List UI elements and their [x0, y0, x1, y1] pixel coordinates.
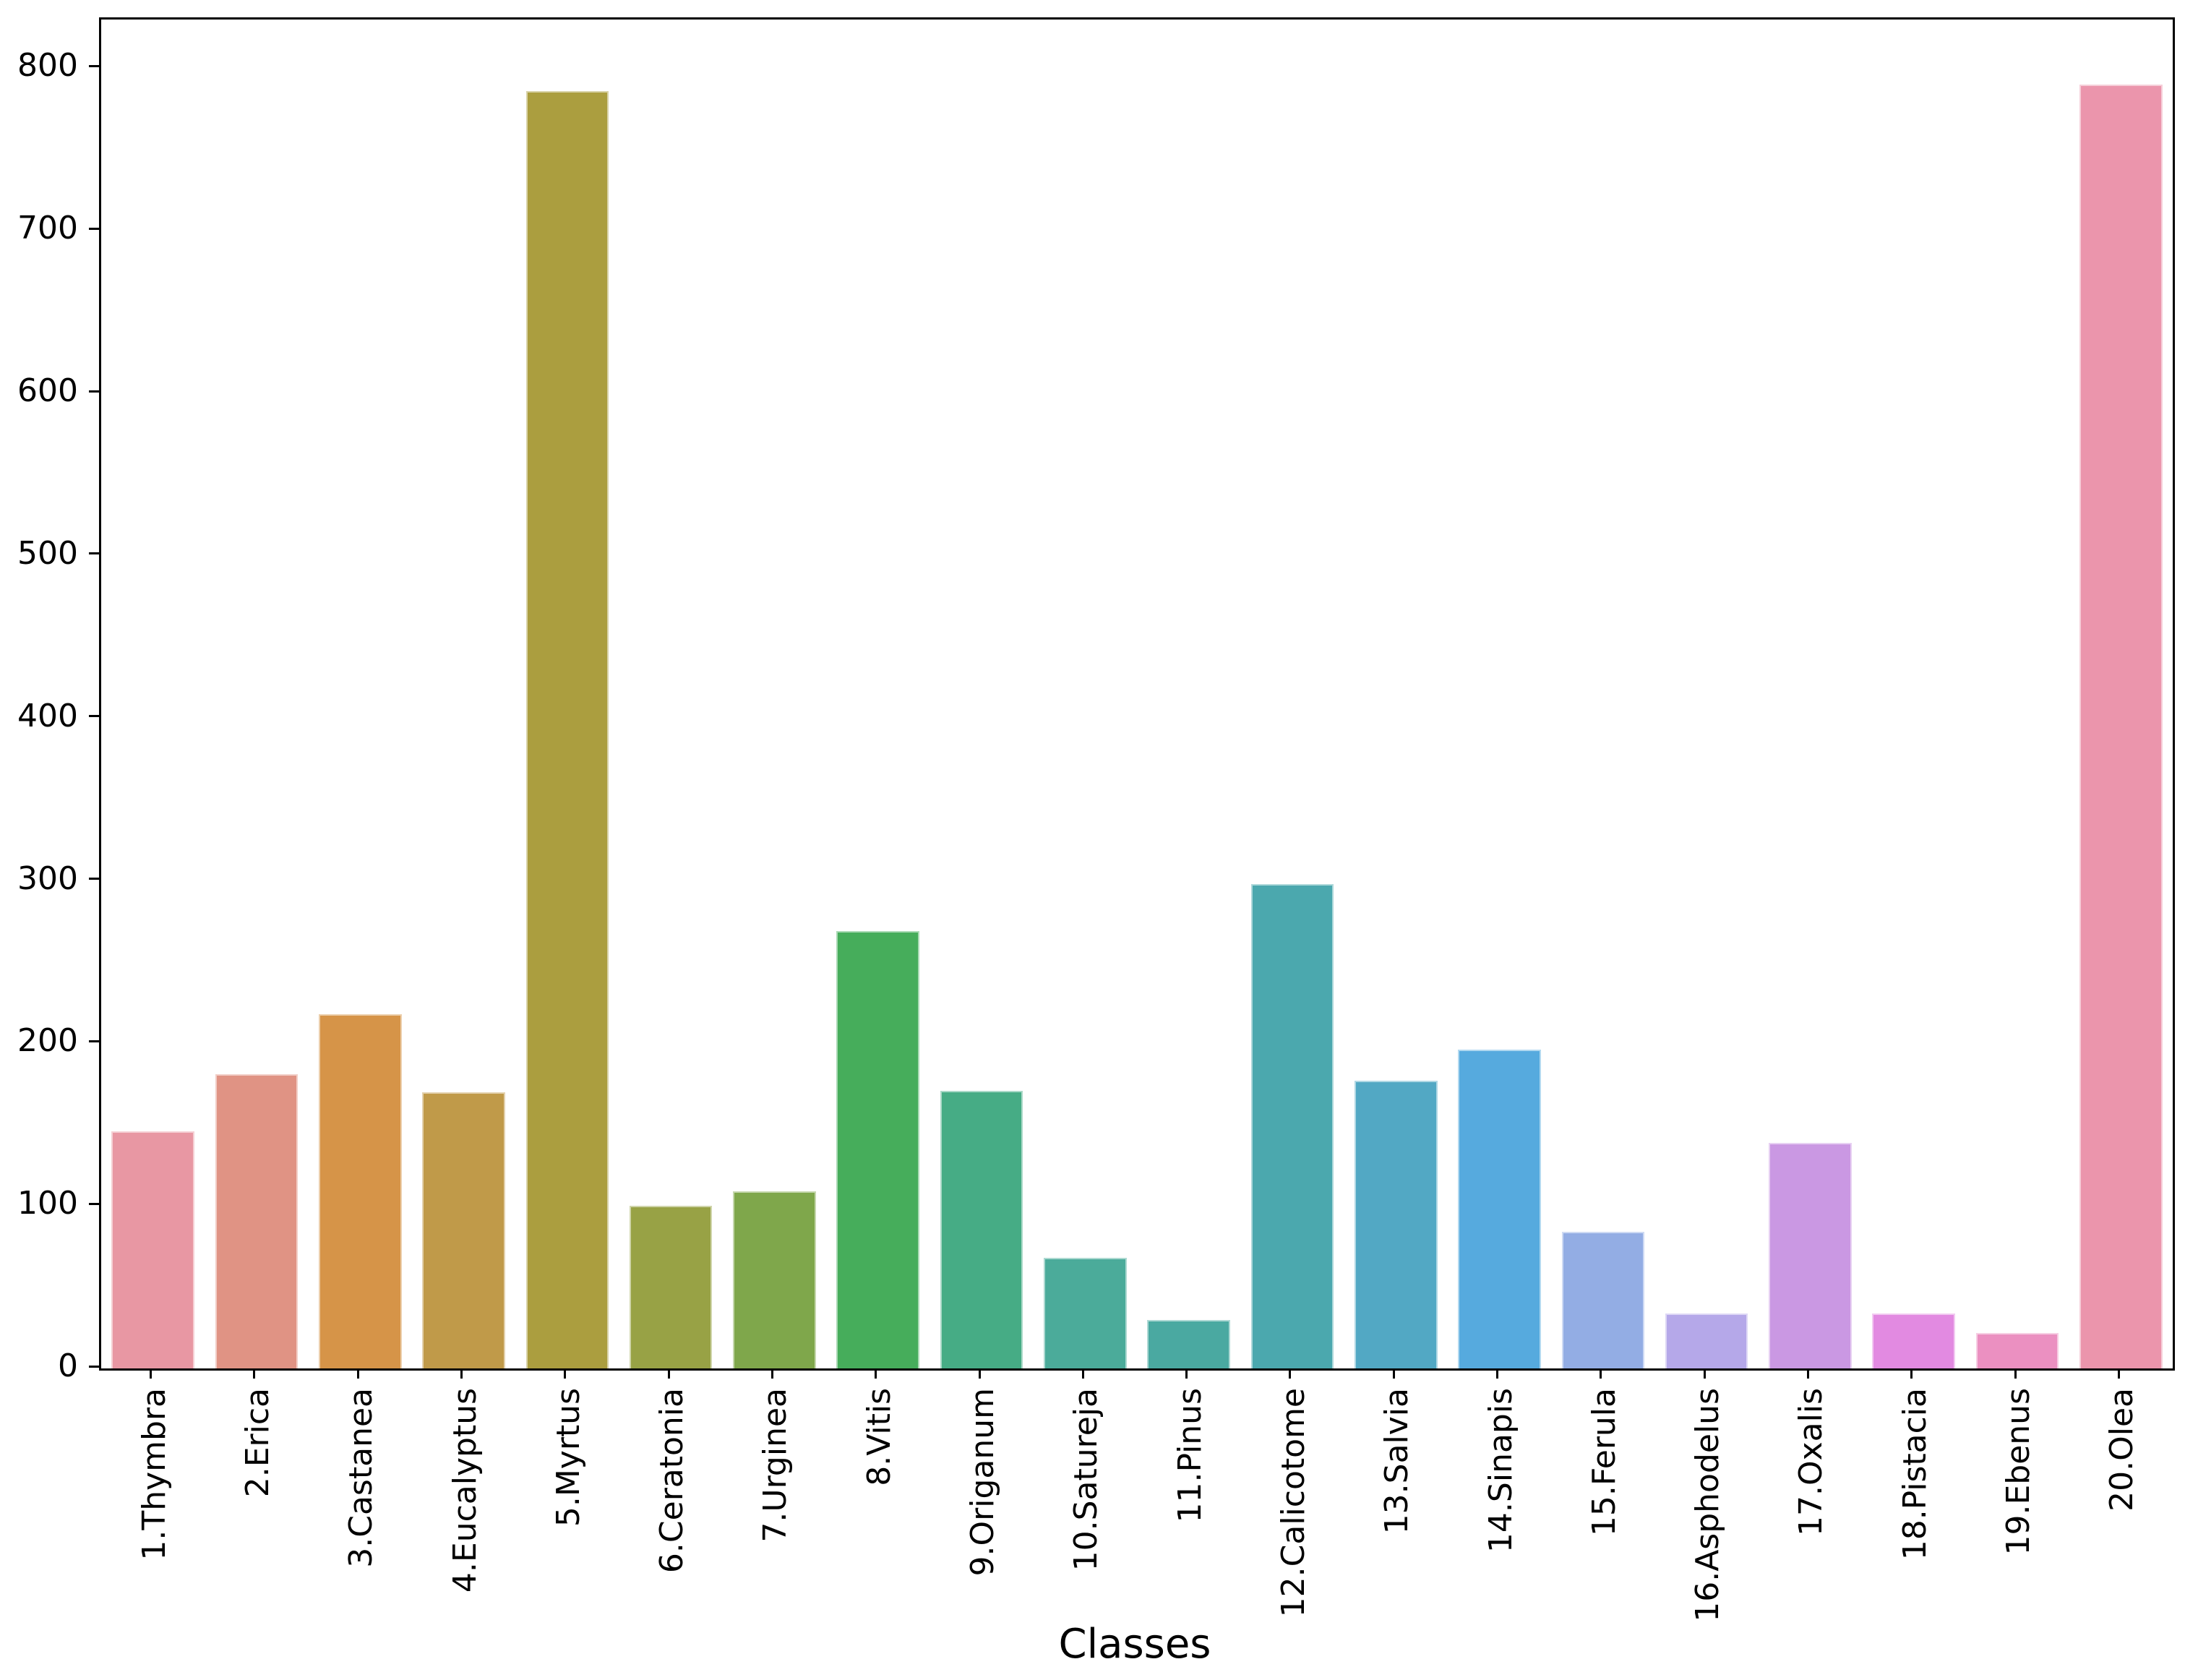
bar-1-thymbra [111, 1131, 194, 1368]
x-tick-mark-17 [1806, 1368, 1809, 1379]
bar-20-olea [2079, 84, 2163, 1368]
x-axis-title: Classes [1058, 1621, 1211, 1668]
x-tick-mark-4 [460, 1368, 463, 1379]
bar-19-ebenus [1975, 1332, 2059, 1368]
x-tick-label-7: 7.Urginea [757, 1388, 794, 1543]
bar-6-ceratonia [629, 1206, 713, 1368]
x-tick-label-1: 1.Thymbra [135, 1388, 173, 1561]
bar-15-ferula [1561, 1232, 1645, 1368]
bar-16-asphodelus [1665, 1313, 1748, 1368]
x-tick-label-10: 10.Satureja [1068, 1388, 1105, 1572]
y-tick-mark-200 [89, 1040, 99, 1042]
y-tick-mark-0 [89, 1365, 99, 1368]
y-tick-mark-400 [89, 715, 99, 718]
x-tick-mark-15 [1600, 1368, 1602, 1379]
x-tick-label-14: 14.Sinapis [1482, 1388, 1519, 1553]
bar-9-origanum [940, 1090, 1023, 1368]
x-tick-label-6: 6.Ceratonia [653, 1388, 691, 1574]
x-tick-label-13: 13.Salvia [1378, 1388, 1416, 1535]
x-tick-label-3: 3.Castanea [343, 1388, 380, 1568]
bar-11-pinus [1147, 1319, 1230, 1368]
x-tick-label-2: 2.Erica [239, 1388, 276, 1498]
x-tick-label-16: 16.Asphodelus [1689, 1388, 1727, 1622]
y-tick-label-200: 200 [17, 1022, 78, 1060]
y-tick-mark-300 [89, 878, 99, 880]
x-tick-label-12: 12.Calicotome [1274, 1388, 1312, 1618]
x-tick-mark-10 [1081, 1368, 1084, 1379]
x-tick-label-18: 18.Pistacia [1896, 1388, 1933, 1561]
bar-4-eucalyptus [422, 1092, 505, 1368]
x-tick-mark-16 [1703, 1368, 1706, 1379]
y-tick-label-400: 400 [17, 697, 78, 734]
y-tick-mark-100 [89, 1202, 99, 1205]
x-tick-mark-6 [667, 1368, 670, 1379]
y-tick-label-0: 0 [58, 1347, 78, 1384]
bar-12-calicotome [1250, 884, 1334, 1368]
y-tick-mark-600 [89, 390, 99, 393]
x-tick-mark-13 [1392, 1368, 1395, 1379]
x-tick-mark-2 [253, 1368, 256, 1379]
x-tick-label-5: 5.Myrtus [549, 1388, 587, 1527]
x-tick-label-9: 9.Origanum [964, 1388, 1002, 1577]
x-tick-mark-8 [875, 1368, 877, 1379]
plot-area [99, 17, 2175, 1371]
y-tick-mark-800 [89, 64, 99, 67]
x-tick-mark-20 [2117, 1368, 2120, 1379]
x-tick-label-15: 15.Ferula [1585, 1388, 1623, 1537]
x-tick-label-19: 19.Ebenus [2000, 1388, 2038, 1556]
bar-13-salvia [1354, 1081, 1438, 1368]
bar-10-satureja [1044, 1258, 1127, 1368]
bar-7-urginea [733, 1191, 816, 1368]
y-tick-label-800: 800 [17, 47, 78, 85]
y-tick-mark-500 [89, 552, 99, 555]
x-tick-label-20: 20.Olea [2103, 1388, 2141, 1512]
y-tick-mark-700 [89, 227, 99, 230]
x-tick-mark-18 [1910, 1368, 1913, 1379]
bar-17-oxalis [1769, 1142, 1852, 1368]
x-tick-mark-11 [1185, 1368, 1188, 1379]
bar-18-pistacia [1872, 1313, 1956, 1368]
y-tick-label-500: 500 [17, 534, 78, 572]
x-tick-mark-3 [356, 1368, 359, 1379]
x-tick-mark-9 [978, 1368, 981, 1379]
y-tick-label-700: 700 [17, 210, 78, 247]
bar-3-castanea [318, 1013, 402, 1368]
x-tick-label-17: 17.Oxalis [1793, 1388, 1830, 1536]
x-tick-label-8: 8.Vitis [860, 1388, 898, 1486]
y-tick-label-600: 600 [17, 372, 78, 410]
x-tick-mark-19 [2014, 1368, 2017, 1379]
x-tick-label-4: 4.Eucalyptus [446, 1388, 484, 1593]
bar-14-sinapis [1458, 1050, 1541, 1368]
bar-8-vitis [836, 931, 920, 1368]
x-tick-mark-7 [770, 1368, 773, 1379]
x-tick-mark-14 [1496, 1368, 1499, 1379]
x-tick-mark-1 [150, 1368, 153, 1379]
y-tick-label-300: 300 [17, 860, 78, 897]
bar-5-myrtus [525, 90, 609, 1368]
x-tick-label-11: 11.Pinus [1171, 1388, 1209, 1523]
x-tick-mark-12 [1289, 1368, 1292, 1379]
y-tick-label-100: 100 [17, 1185, 78, 1222]
bar-2-erica [215, 1074, 299, 1368]
x-tick-mark-5 [564, 1368, 567, 1379]
